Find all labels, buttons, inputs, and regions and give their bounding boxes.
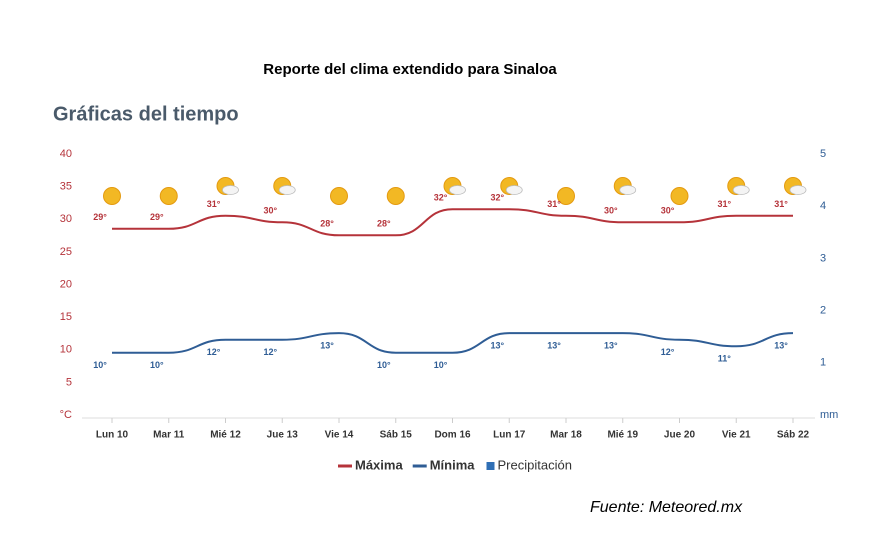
x-tick-label: Vie 14 <box>325 430 354 441</box>
y-tick-label: 20 <box>60 278 72 290</box>
y2-tick-label: 1 <box>820 357 826 369</box>
x-tick-label: Sáb 15 <box>380 430 413 441</box>
y-tick-label: 35 <box>60 181 72 193</box>
value-label: 28° <box>320 219 334 229</box>
y-tick-label: 30 <box>60 213 72 225</box>
weather-icon <box>613 177 637 195</box>
value-label: 28° <box>377 219 391 229</box>
sun <box>159 187 178 205</box>
value-label: 30° <box>263 206 277 216</box>
x-tick-label: Lun 17 <box>493 430 526 441</box>
y2-tick-label: mm <box>820 409 838 421</box>
y-tick-label: 5 <box>66 376 72 388</box>
x-tick-label: Mar 18 <box>550 430 582 441</box>
value-label: 13° <box>774 341 788 351</box>
cloud <box>505 185 523 195</box>
cloud <box>732 185 750 195</box>
value-label: 12° <box>207 347 221 357</box>
weather-icon <box>500 177 523 195</box>
value-label: 13° <box>604 341 618 351</box>
weather-icon <box>273 177 296 195</box>
value-label: 11° <box>718 354 732 364</box>
y-tick-label: 10 <box>60 344 72 356</box>
value-label: 10° <box>434 360 448 370</box>
weather-icon <box>670 187 689 205</box>
x-tick-label: Vie 21 <box>722 430 751 441</box>
value-label: 12° <box>661 347 675 357</box>
x-tick-label: Mié 12 <box>210 430 241 441</box>
value-label: 30° <box>661 206 675 216</box>
x-tick-label: Dom 16 <box>434 430 471 441</box>
weather-icon <box>330 187 348 205</box>
x-tick-label: Jue 20 <box>664 430 696 441</box>
value-label: 31° <box>717 199 731 209</box>
value-label: 31° <box>774 199 788 209</box>
chart-title: Reporte del clima extendido para Sinaloa <box>263 61 557 78</box>
x-tick-label: Lun 10 <box>96 430 129 441</box>
value-label: 29° <box>93 212 107 222</box>
y2-tick-label: 4 <box>820 200 826 212</box>
value-label: 31° <box>207 199 221 209</box>
chart-subtitle: Gráficas del tiempo <box>53 103 239 125</box>
weather-icon <box>727 177 750 195</box>
value-label: 13° <box>547 341 561 351</box>
weather-icon <box>784 177 807 195</box>
x-tick-label: Mar 11 <box>153 430 185 441</box>
weather-icon <box>159 187 178 205</box>
value-label: 32° <box>434 193 448 203</box>
sun <box>670 187 689 205</box>
cloud <box>449 185 466 195</box>
series-line <box>111 208 793 237</box>
value-label: 10° <box>150 360 164 370</box>
weather-icon <box>386 187 405 205</box>
value-label: 31° <box>547 199 561 209</box>
value-label: 12° <box>263 347 277 357</box>
cloud <box>789 185 807 195</box>
value-label: 10° <box>377 360 391 370</box>
value-label: 30° <box>604 206 618 216</box>
sun <box>386 187 405 205</box>
legend-swatch <box>486 462 495 470</box>
y-tick-label: °C <box>60 409 72 421</box>
value-label: 29° <box>150 212 164 222</box>
cloud <box>619 185 637 195</box>
y2-tick-label: 2 <box>820 305 826 317</box>
y-tick-label: 25 <box>60 246 72 258</box>
legend-label: Precipitación <box>498 457 572 472</box>
sun <box>103 187 121 205</box>
value-label: 10° <box>93 360 107 370</box>
value-label: 32° <box>490 193 504 203</box>
y2-tick-label: 5 <box>820 148 826 160</box>
legend-label: Máxima <box>355 457 403 472</box>
weather-icon <box>103 187 121 205</box>
weather-icon <box>443 177 466 195</box>
weather-icon <box>557 187 575 205</box>
x-tick-label: Jue 13 <box>267 430 299 441</box>
value-label: 13° <box>320 341 334 351</box>
x-tick-label: Sáb 22 <box>777 430 810 441</box>
cloud <box>222 185 239 195</box>
source: Fuente: Meteored.mx <box>590 499 743 516</box>
weather-icon <box>216 177 239 195</box>
y2-tick-label: 3 <box>820 252 826 264</box>
y-tick-label: 15 <box>60 311 72 323</box>
sun <box>330 187 348 205</box>
value-label: 13° <box>490 341 504 351</box>
legend-label: Mínima <box>430 457 476 472</box>
x-tick-label: Mié 19 <box>607 430 638 441</box>
cloud <box>278 185 296 195</box>
y-tick-label: 40 <box>60 148 72 160</box>
series-line <box>111 332 794 354</box>
sun <box>557 187 575 205</box>
